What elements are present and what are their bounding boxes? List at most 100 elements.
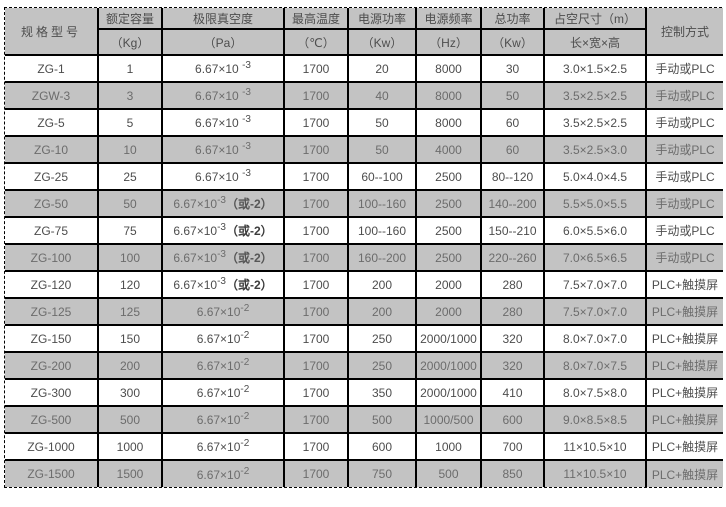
header-power-title: 电源功率 [347, 7, 417, 30]
cell-capacity: 75 [97, 216, 163, 245]
cell-vacuum: 6.67×10-2 [161, 459, 285, 488]
cell-power: 600 [347, 432, 417, 461]
cell-control-mode: PLC+触摸屏 [645, 378, 724, 407]
cell-total-power: 600 [480, 405, 545, 434]
cell-total-power: 60 [480, 108, 545, 137]
cell-power: 100--160 [347, 216, 417, 245]
cell-model: ZG-25 [4, 162, 99, 191]
table-row: ZG-75 75 6.67×10-3（或-2） 1700 100--160 25… [4, 216, 724, 245]
cell-power: 200 [347, 270, 417, 299]
cell-vacuum: 6.67×10 -3 [161, 81, 285, 110]
cell-model: ZG-500 [4, 405, 99, 434]
table-row: ZG-150 150 6.67×10-2 1700 250 2000/1000 … [4, 324, 724, 353]
cell-capacity: 10 [97, 135, 163, 164]
header-temp-title: 最高温度 [283, 7, 349, 30]
cell-control-mode: PLC+触摸屏 [645, 351, 724, 380]
table-row: ZGW-3 3 6.67×10 -3 1700 40 8000 50 3.5×2… [4, 81, 724, 110]
cell-vacuum: 6.67×10-2 [161, 297, 285, 326]
cell-control-mode: 手动或PLC [645, 81, 724, 110]
cell-capacity: 500 [97, 405, 163, 434]
cell-total-power: 80--120 [480, 162, 545, 191]
header-total-power-title: 总功率 [480, 7, 545, 30]
cell-max-temp: 1700 [283, 216, 349, 245]
cell-dimensions: 3.5×2.5×2.5 [543, 81, 647, 110]
cell-total-power: 700 [480, 432, 545, 461]
cell-frequency: 2000/1000 [415, 324, 482, 353]
cell-max-temp: 1700 [283, 324, 349, 353]
cell-model: ZG-50 [4, 189, 99, 218]
cell-power: 100--160 [347, 189, 417, 218]
cell-dimensions: 3.5×2.5×2.5 [543, 108, 647, 137]
cell-total-power: 60 [480, 135, 545, 164]
cell-power: 50 [347, 135, 417, 164]
cell-total-power: 30 [480, 54, 545, 83]
cell-vacuum: 6.67×10 -3 [161, 162, 285, 191]
cell-dimensions: 7.5×7.0×7.0 [543, 297, 647, 326]
cell-dimensions: 3.5×2.5×3.0 [543, 135, 647, 164]
cell-model: ZG-100 [4, 243, 99, 272]
table-row: ZG-10 10 6.67×10 -3 1700 50 4000 60 3.5×… [4, 135, 724, 164]
cell-capacity: 1000 [97, 432, 163, 461]
cell-vacuum: 6.67×10-2 [161, 351, 285, 380]
table-row: ZG-125 125 6.67×10-2 1700 200 2000 280 7… [4, 297, 724, 326]
cell-model: ZGW-3 [4, 81, 99, 110]
cell-model: ZG-200 [4, 351, 99, 380]
cell-model: ZG-5 [4, 108, 99, 137]
cell-max-temp: 1700 [283, 405, 349, 434]
cell-frequency: 8000 [415, 108, 482, 137]
cell-max-temp: 1700 [283, 243, 349, 272]
cell-frequency: 2000 [415, 270, 482, 299]
cell-model: ZG-10 [4, 135, 99, 164]
cell-frequency: 2500 [415, 243, 482, 272]
cell-model: ZG-1000 [4, 432, 99, 461]
table-body: ZG-1 1 6.67×10 -3 1700 20 8000 30 3.0×1.… [4, 54, 724, 488]
cell-dimensions: 11×10.5×10 [543, 432, 647, 461]
header-total-power-unit: （Kw） [480, 28, 545, 56]
table-row: ZG-120 120 6.67×10-3（或-2） 1700 200 2000 … [4, 270, 724, 299]
cell-capacity: 120 [97, 270, 163, 299]
cell-dimensions: 5.0×4.0×4.5 [543, 162, 647, 191]
cell-max-temp: 1700 [283, 297, 349, 326]
cell-total-power: 140--200 [480, 189, 545, 218]
cell-total-power: 410 [480, 378, 545, 407]
cell-frequency: 500 [415, 459, 482, 488]
cell-control-mode: 手动或PLC [645, 135, 724, 164]
header-dimensions-unit: 长×宽×高 [543, 28, 647, 56]
table-row: ZG-500 500 6.67×10-2 1700 500 1000/500 6… [4, 405, 724, 434]
cell-max-temp: 1700 [283, 81, 349, 110]
cell-model: ZG-75 [4, 216, 99, 245]
cell-frequency: 8000 [415, 81, 482, 110]
cell-vacuum: 6.67×10-2 [161, 405, 285, 434]
header-frequency-title: 电源频率 [415, 7, 482, 30]
cell-power: 250 [347, 351, 417, 380]
cell-dimensions: 7.0×6.5×6.5 [543, 243, 647, 272]
cell-vacuum: 6.67×10-3（或-2） [161, 189, 285, 218]
cell-dimensions: 7.5×7.0×7.0 [543, 270, 647, 299]
cell-model: ZG-1500 [4, 459, 99, 488]
cell-frequency: 1000 [415, 432, 482, 461]
cell-dimensions: 11×10.5×10 [543, 459, 647, 488]
cell-max-temp: 1700 [283, 351, 349, 380]
cell-vacuum: 6.67×10-2 [161, 432, 285, 461]
cell-model: ZG-1 [4, 54, 99, 83]
cell-power: 50 [347, 108, 417, 137]
header-dimensions-title: 占空尺寸（m） [543, 7, 647, 30]
cell-total-power: 50 [480, 81, 545, 110]
spec-table: 规格型号 额定容量 极限真空度 最高温度 电源功率 电源频率 总功率 占空尺寸（… [4, 7, 724, 488]
cell-vacuum: 6.67×10-3（或-2） [161, 216, 285, 245]
cell-frequency: 2000/1000 [415, 351, 482, 380]
cell-vacuum: 6.67×10 -3 [161, 54, 285, 83]
cell-dimensions: 8.0×7.5×8.0 [543, 378, 647, 407]
cell-vacuum: 6.67×10 -3 [161, 108, 285, 137]
cell-capacity: 3 [97, 81, 163, 110]
cell-max-temp: 1700 [283, 378, 349, 407]
cell-total-power: 280 [480, 270, 545, 299]
table-row: ZG-200 200 6.67×10-2 1700 250 2000/1000 … [4, 351, 724, 380]
cell-control-mode: PLC+触摸屏 [645, 270, 724, 299]
table-row: ZG-300 300 6.67×10-2 1700 350 2000/1000 … [4, 378, 724, 407]
cell-max-temp: 1700 [283, 432, 349, 461]
cell-total-power: 320 [480, 351, 545, 380]
header-vacuum-unit: （Pa） [161, 28, 285, 56]
cell-power: 40 [347, 81, 417, 110]
